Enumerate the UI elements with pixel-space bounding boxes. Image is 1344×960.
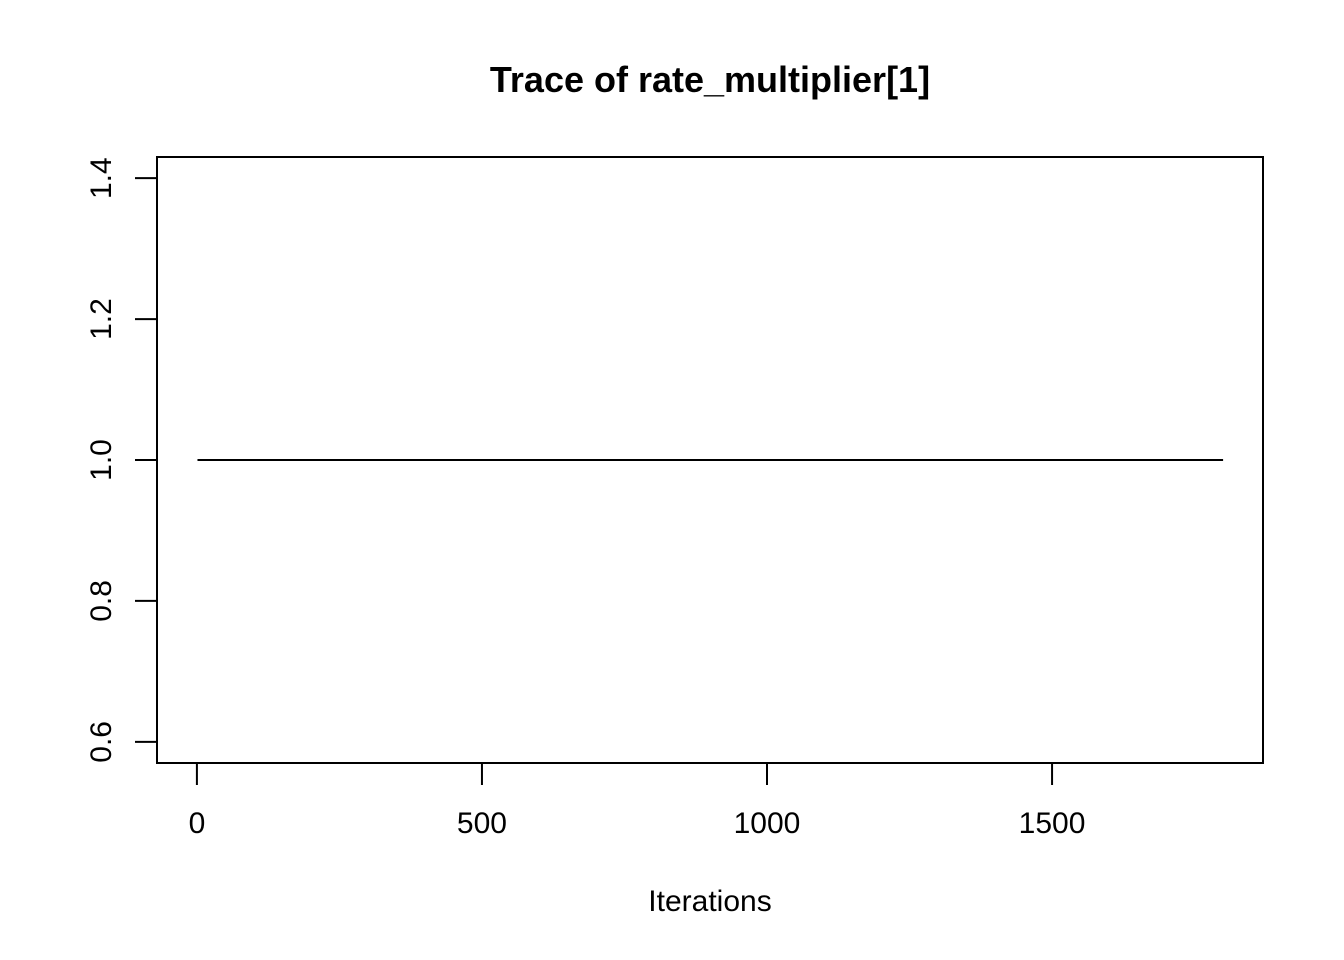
x-tick-label: 0	[189, 807, 206, 840]
y-tick-label: 1.2	[85, 298, 118, 340]
y-tick-label: 1.0	[85, 439, 118, 481]
x-axis: 0 500 1000 1500	[189, 762, 1086, 840]
y-tick-label: 0.6	[85, 721, 118, 763]
x-tick-label: 1000	[734, 807, 801, 840]
x-axis-label: Iterations	[648, 885, 771, 918]
chart-title: Trace of rate_multiplier[1]	[490, 59, 930, 100]
y-tick-label: 1.4	[85, 157, 118, 199]
y-axis: 0.6 0.8 1.0 1.2 1.4	[85, 157, 158, 763]
x-tick-label: 500	[457, 807, 507, 840]
y-tick-label: 0.8	[85, 580, 118, 622]
x-tick-label: 1500	[1019, 807, 1086, 840]
